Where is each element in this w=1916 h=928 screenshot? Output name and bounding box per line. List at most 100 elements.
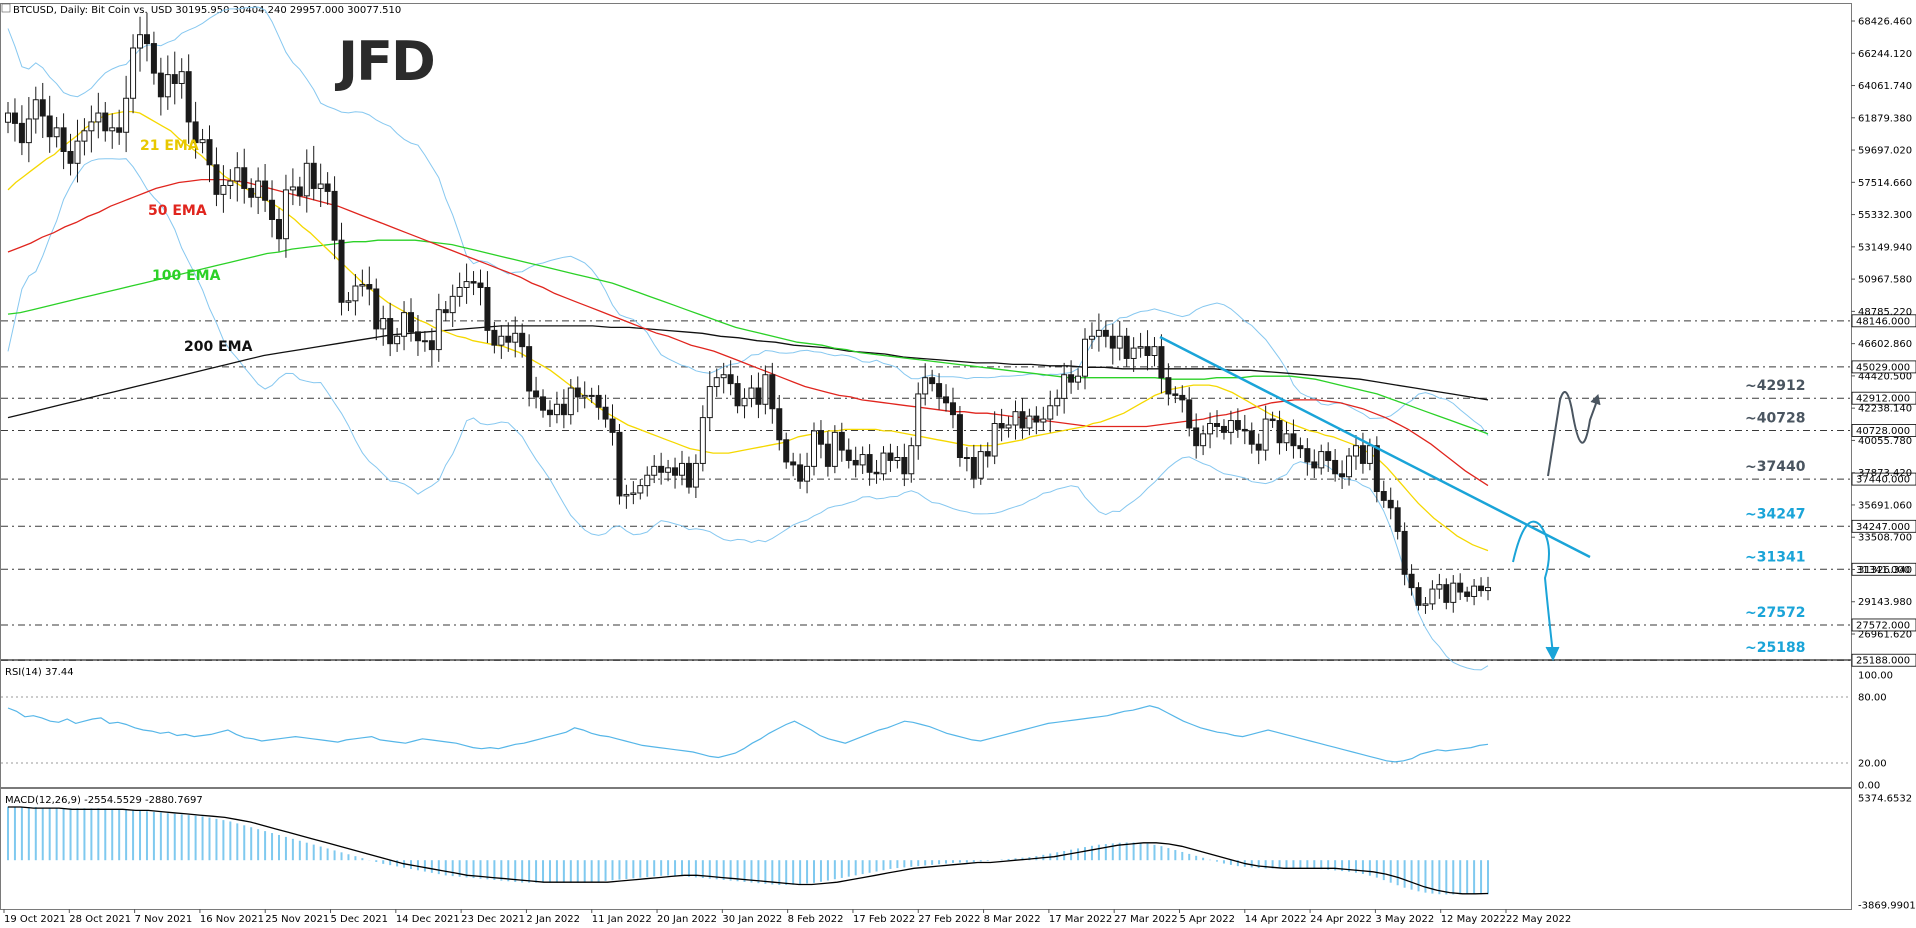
candle-bear	[1443, 584, 1450, 603]
level-price-tag	[1851, 360, 1916, 374]
candle-bull	[1040, 418, 1047, 423]
candle-bear	[540, 396, 547, 411]
candle-bull	[1283, 433, 1290, 444]
candle-bear	[887, 452, 894, 461]
date-tick-label: 17 Mar 2022	[1049, 914, 1112, 925]
candle-bear	[1464, 591, 1471, 597]
candle-bull	[588, 394, 595, 397]
candle-bear	[734, 383, 741, 407]
price-tick-label: 42238.140	[1858, 404, 1912, 415]
date-tick-label: 3 May 2022	[1375, 914, 1434, 925]
candle-bull	[567, 387, 574, 416]
candle-bear	[1068, 374, 1075, 383]
price-tick-label: 46602.860	[1858, 339, 1912, 350]
candle-bear	[852, 459, 859, 466]
candle-bull	[95, 112, 102, 123]
candle-bear	[790, 461, 797, 466]
price-tick-label: 68426.460	[1858, 17, 1912, 28]
candle-bear	[373, 288, 380, 330]
level-annotation: ~25188	[1745, 640, 1805, 656]
candle-bull	[859, 454, 866, 466]
candle-bull	[1005, 424, 1012, 429]
price-tick-label: 33508.700	[1858, 533, 1912, 544]
candle-bear	[609, 418, 616, 433]
ema21-line	[7, 110, 1489, 552]
candle-bull	[137, 34, 144, 49]
date-tick-label: 5 Dec 2021	[331, 914, 389, 925]
date-tick-label: 8 Feb 2022	[788, 914, 844, 925]
candle-bear	[213, 164, 220, 195]
candle-bear	[616, 431, 623, 497]
candle-bear	[797, 464, 804, 482]
candle-bear	[1033, 415, 1040, 423]
candle-bear	[838, 431, 845, 451]
candle-bull	[1116, 335, 1123, 349]
candle-bear	[1019, 411, 1026, 429]
candle-bear	[505, 335, 512, 343]
candle-bull	[234, 167, 241, 182]
macd-pane-frame	[0, 788, 1852, 910]
level-price-tag-text: 42912.000	[1856, 394, 1910, 405]
candle-bull	[1318, 451, 1325, 469]
candle-bear	[1234, 420, 1241, 430]
level-annotation: ~31341	[1745, 549, 1805, 565]
candle-bear	[1144, 346, 1151, 357]
candle-bear	[1387, 499, 1394, 509]
date-tick-label: 12 May 2022	[1441, 914, 1506, 925]
price-tick-label: 53149.940	[1858, 242, 1912, 253]
rsi-tick-label: 20.00	[1858, 759, 1887, 770]
candle-bear	[901, 457, 908, 475]
candle-bull	[651, 465, 658, 476]
level-price-tag-text: 31341.000	[1856, 565, 1910, 576]
date-tick-label: 2 Jan 2022	[526, 914, 580, 925]
candle-bull	[915, 393, 922, 447]
candle-bull	[1012, 411, 1019, 426]
candle-bear	[491, 329, 498, 346]
candle-bull	[498, 335, 505, 346]
candle-bull	[1151, 346, 1158, 357]
bearish-path-arrow	[1512, 520, 1554, 655]
candle-bear	[1193, 427, 1200, 447]
price-tick-label: 48785.220	[1858, 307, 1912, 318]
candle-bull	[1200, 433, 1207, 447]
price-tick-label: 44420.500	[1858, 371, 1912, 382]
candle-bear	[526, 346, 533, 392]
candle-bear	[1304, 448, 1311, 463]
candle-bull	[1047, 405, 1054, 420]
candle-bull	[199, 139, 206, 144]
candle-bull	[1485, 587, 1491, 592]
candle-bull	[1061, 374, 1068, 399]
candle-bear	[171, 74, 178, 84]
spacer-arc	[1532, 540, 1558, 560]
ema200-line	[7, 325, 1489, 419]
candle-bear	[60, 127, 67, 152]
candle-bear	[1179, 394, 1186, 401]
candle-bull	[581, 394, 588, 398]
price-tick-label: 64061.740	[1858, 81, 1912, 92]
date-tick-label: 19 Oct 2021	[4, 914, 66, 925]
candle-bear	[408, 312, 415, 333]
candle-bull	[1026, 415, 1033, 429]
candle-bull	[630, 492, 637, 495]
price-tick-label: 40055.780	[1858, 436, 1912, 447]
level-annotation: ~42912	[1745, 378, 1805, 394]
candle-bear	[1457, 582, 1464, 593]
price-tick-label: 26961.620	[1858, 630, 1912, 641]
level-price-tag-text: 34247.000	[1856, 522, 1910, 533]
price-tick-label: 57514.660	[1858, 178, 1912, 189]
price-tick-label: 55332.300	[1858, 210, 1912, 221]
candle-bull	[644, 474, 651, 487]
candle-bear	[428, 340, 435, 351]
candle-bear	[442, 309, 449, 314]
candle-bear	[1186, 399, 1193, 429]
macd-tick-label: 5374.6532	[1858, 794, 1912, 805]
candle-bear	[206, 139, 213, 166]
candle-bear	[1165, 377, 1172, 395]
candle-bear	[1269, 418, 1276, 422]
level-annotation: ~40728	[1745, 410, 1805, 426]
candle-bear	[116, 127, 123, 133]
candle-bull	[220, 184, 227, 195]
candle-bear	[46, 115, 53, 138]
candle-bear	[192, 121, 199, 144]
